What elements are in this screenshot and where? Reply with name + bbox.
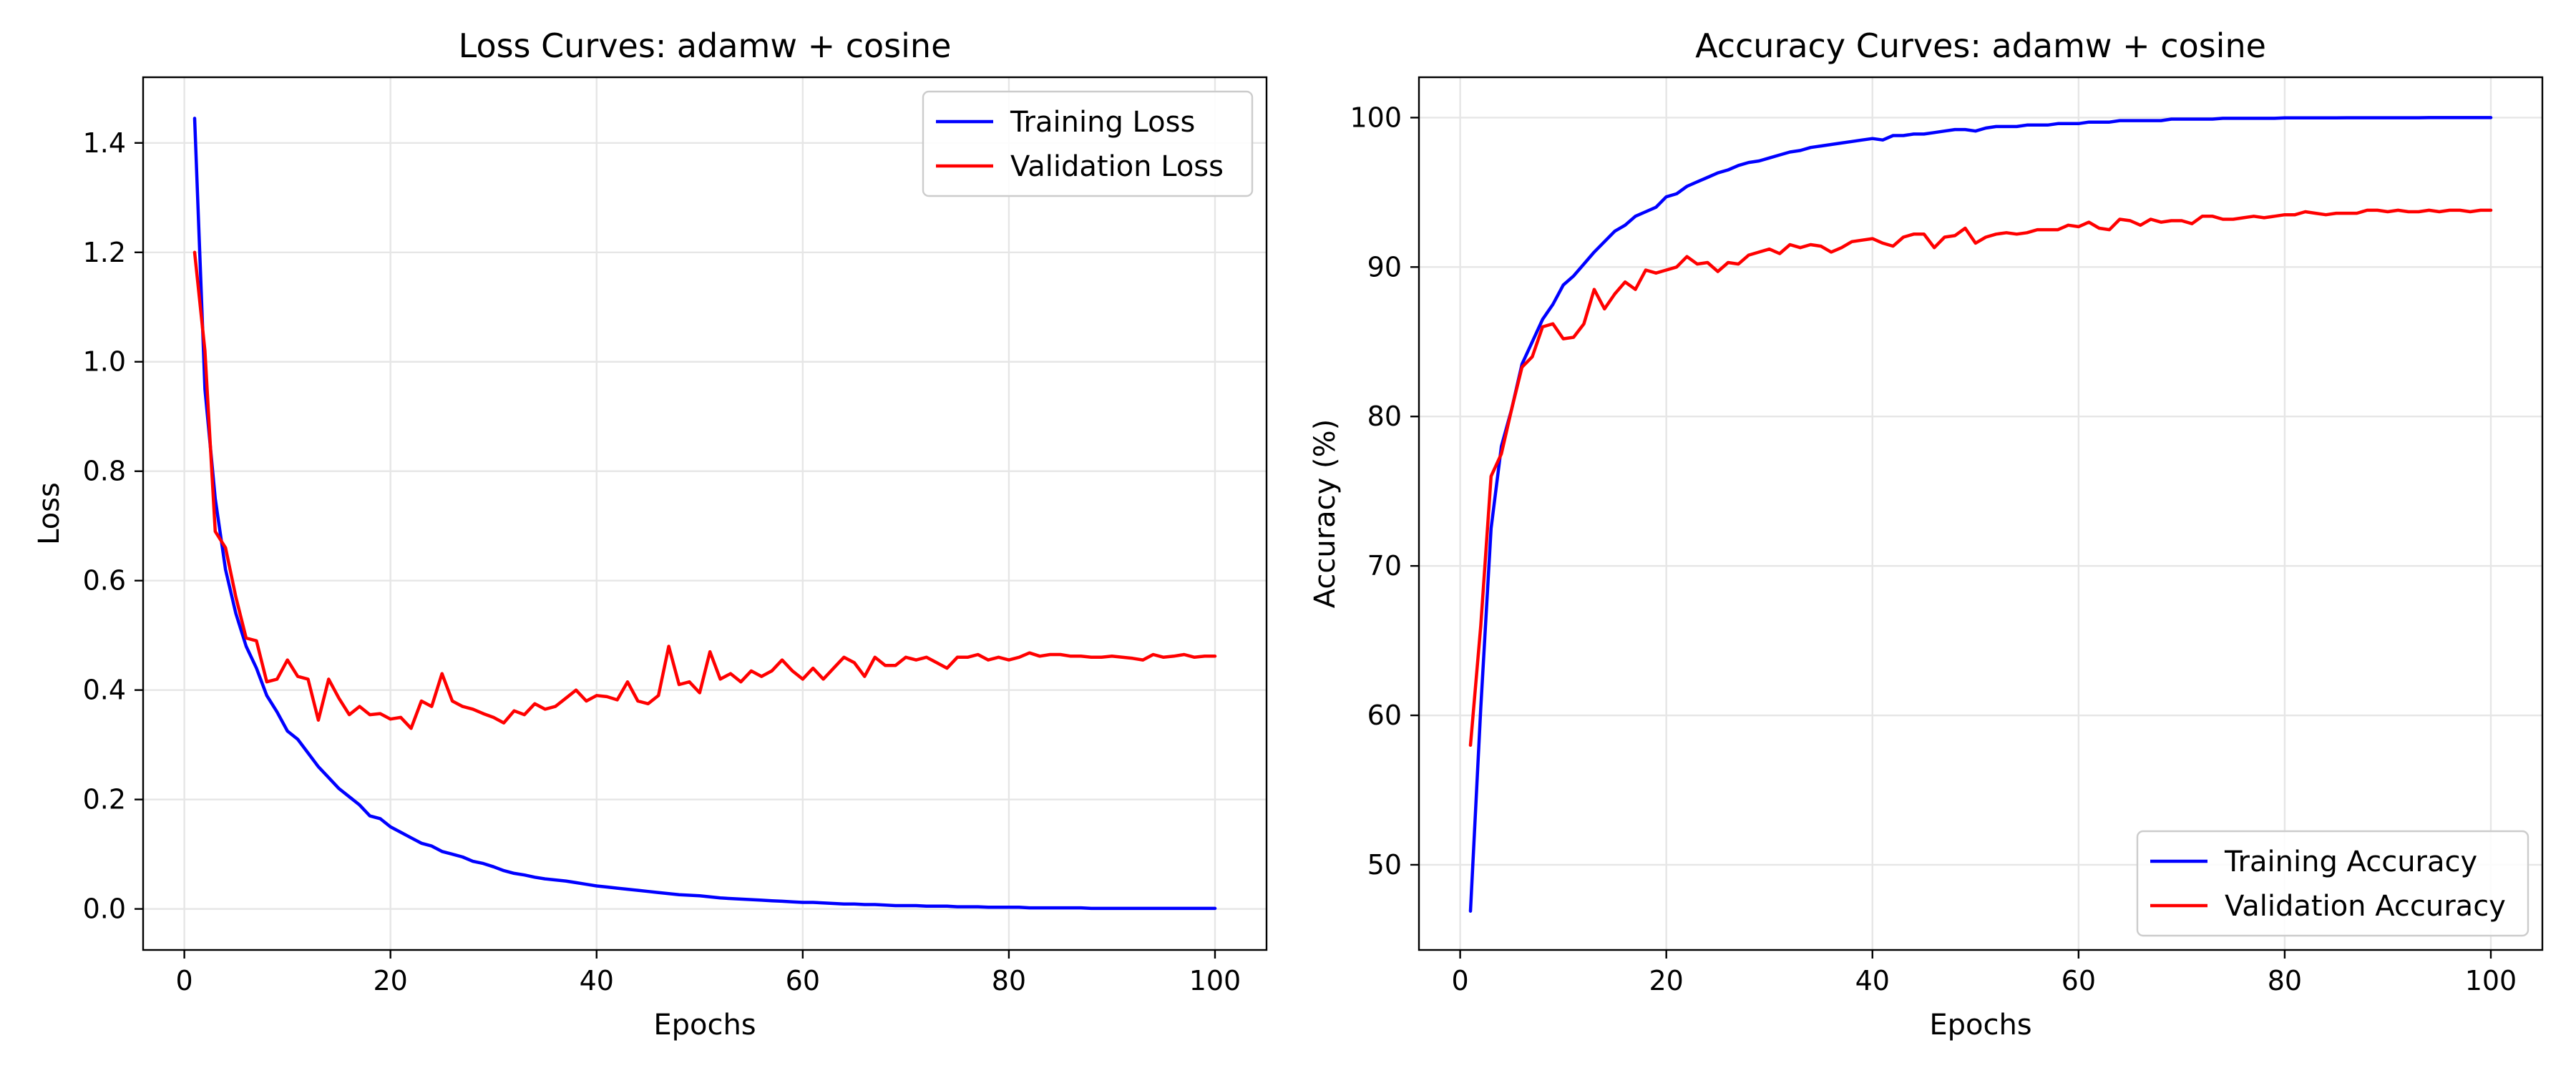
loss-chart-x-tick-label: 80 [992,965,1026,996]
loss-chart-x-tick-label: 0 [176,965,193,996]
loss-chart-y-tick-label: 1.0 [83,346,126,378]
accuracy-chart-panel: 0 20 40 60 80 100 50 60 70 80 90 100 Accuracy Curve… [1309,26,2544,1042]
accuracy-chart-y-tick-label: 90 [1367,251,1402,283]
loss-chart-panel: 0 20 40 60 80 100 0.0 0.2 0.4 0.6 0.8 1.0 1.2 1.4 Los… [33,26,1268,1042]
accuracy-chart-series-validation-line [1468,208,2493,748]
accuracy-chart-legend-label: Validation Accuracy [2225,890,2506,923]
accuracy-chart-ticks: 0 20 40 60 80 100 50 60 70 80 90 100 [1350,102,2517,996]
accuracy-chart-y-tick-label: 70 [1367,550,1402,582]
loss-chart-x-tick-label: 20 [374,965,408,996]
accuracy-chart-x-tick-label: 40 [1855,965,1890,996]
accuracy-chart-legend: Training Accuracy Validation Accuracy [2136,830,2529,937]
accuracy-chart-x-tick-label: 20 [1649,965,1684,996]
loss-chart-x-axis-label: Epochs [653,1009,756,1042]
loss-chart-y-axis-label: Loss [33,482,66,545]
accuracy-chart-y-axis-label: Accuracy (%) [1309,419,1342,609]
accuracy-chart-series-training-line [1468,116,2493,913]
loss-chart-legend-box [922,90,1254,197]
accuracy-chart-y-tick-label: 50 [1367,849,1402,881]
loss-chart-series-validation-line [192,250,1217,730]
accuracy-chart-y-tick-label: 100 [1350,102,1402,133]
accuracy-chart-x-tick-label: 60 [2062,965,2096,996]
loss-chart-series [192,117,1217,911]
loss-chart-x-tick-label: 100 [1189,965,1241,996]
loss-chart-y-tick-label: 0.4 [83,675,126,706]
loss-chart-ticks: 0 20 40 60 80 100 0.0 0.2 0.4 0.6 0.8 1.0 1.2 1.4 [83,127,1241,996]
loss-chart-y-tick-label: 0.6 [83,565,126,597]
accuracy-chart-axes-frame [1418,76,2544,951]
loss-chart-y-tick-label: 0.0 [83,893,126,925]
loss-chart-grid [143,77,1267,950]
loss-chart-y-tick-label: 0.2 [83,784,126,815]
loss-chart-x-tick-label: 60 [786,965,820,996]
loss-chart-title: Loss Curves: adamw + cosine [459,26,952,65]
accuracy-chart-series [1468,116,2493,913]
loss-chart-legend-label: Training Loss [1010,106,1195,139]
loss-chart-y-tick-label: 1.2 [83,237,126,268]
loss-chart-y-tick-label: 1.4 [83,127,126,159]
loss-chart-x-tick-label: 40 [580,965,614,996]
accuracy-chart-legend-box [2136,830,2529,937]
accuracy-chart-title: Accuracy Curves: adamw + cosine [1695,26,2266,65]
accuracy-chart-y-tick-label: 80 [1367,401,1402,432]
accuracy-chart-x-tick-label: 0 [1452,965,1469,996]
accuracy-chart-x-axis-label: Epochs [1929,1009,2031,1042]
loss-chart-series-training-line [192,117,1217,911]
accuracy-chart-legend-label: Training Accuracy [2224,846,2477,878]
loss-chart-legend: Training Loss Validation Loss [922,90,1254,197]
loss-chart-legend-label: Validation Loss [1010,150,1224,183]
accuracy-chart-x-tick-label: 100 [2465,965,2517,996]
loss-chart-axes-frame [142,76,1268,951]
accuracy-chart-y-tick-label: 60 [1367,700,1402,731]
loss-chart-y-tick-label: 0.8 [83,456,126,487]
accuracy-chart-x-tick-label: 80 [2268,965,2302,996]
